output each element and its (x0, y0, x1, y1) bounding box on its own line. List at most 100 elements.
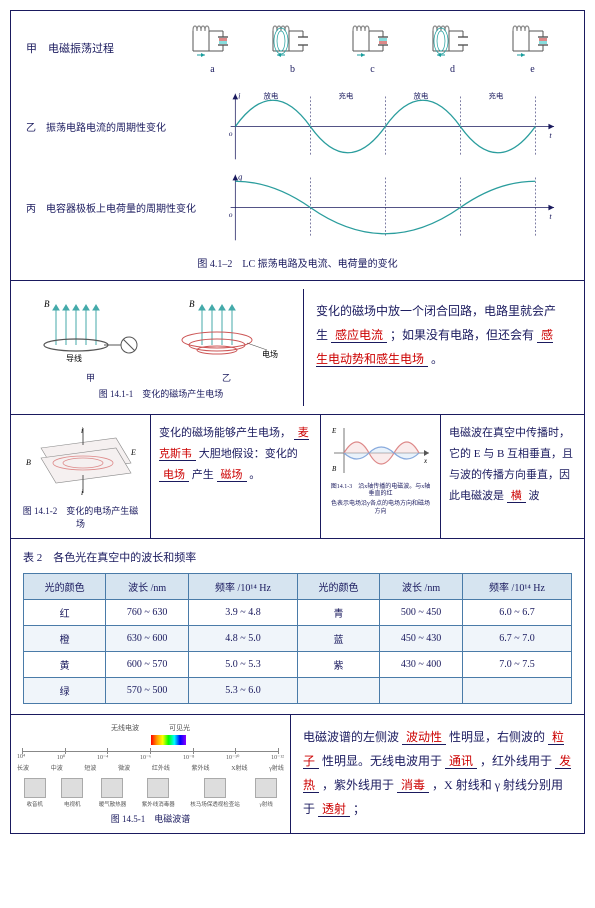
sec2-text: 变化的磁场中放一个闭合回路，电路里就会产生 感应电流 ；如果没有电路，但还会有 … (304, 289, 576, 406)
phase-4: 充电 (488, 90, 503, 100)
tb1: 变化的磁场能够产生电场， (159, 427, 291, 439)
axis-t2: t (549, 211, 552, 221)
fig-14-1-2-svg: B E i i (21, 423, 141, 498)
table-cell: 紫 (297, 652, 379, 678)
table-cell: 630 ~ 600 (106, 626, 189, 652)
s1: 电磁波谱的左侧波 (303, 730, 399, 744)
row-charge-wave: 丙 电容器极板上电荷量的周期性变化 q t o (26, 170, 569, 245)
em-wave-svg: E x B (329, 423, 434, 478)
blank-comm: 通讯 (445, 754, 477, 769)
page-frame: 甲 电磁振荡过程 a (10, 10, 585, 834)
label-field: 电场 (262, 349, 278, 359)
band-label: 长波 (17, 763, 29, 772)
band-label: 短波 (84, 763, 96, 772)
label-bing: 丙 电容器极板上电荷量的周期性变化 (26, 200, 201, 215)
band-label: 微波 (118, 763, 130, 772)
table-cell: 绿 (24, 678, 106, 704)
fig-yi-svg: B 电场 (167, 295, 287, 365)
spectrum-device-icon: 收音机 (24, 778, 46, 808)
tb2: 大胆地假设：变化的 (199, 448, 298, 460)
circuit-e: e (505, 21, 560, 75)
circuit-c: c (345, 21, 400, 75)
table-cell: 450 ~ 430 (380, 626, 463, 652)
sec3-fig-wave: E x B 图14.1-3 沿x轴传播的电磁波。与x轴垂直的红 色表示电场沿y各… (321, 415, 441, 538)
label-wire: 导线 (66, 353, 82, 363)
label-jia: 甲 电磁振荡过程 (26, 40, 156, 56)
scale-tick: 10⁻¹² (271, 754, 284, 761)
table-row: 黄600 ~ 5705.0 ~ 5.3紫430 ~ 4007.0 ~ 7.5 (24, 652, 572, 678)
spectrum-text: 电磁波谱的左侧波 波动性 性明显，右侧波的 粒子 性明显。无线电波用于 通讯 ，… (291, 715, 584, 833)
band-label: X射线 (231, 763, 247, 772)
label-B2: B (189, 299, 195, 309)
table-cell: 500 ~ 450 (380, 600, 463, 626)
t2: ；如果没有电路，但还会有 (390, 328, 534, 342)
s3: 性明显。无线电波用于 (322, 754, 442, 768)
band-label: γ射线 (269, 763, 284, 772)
svg-text:E: E (331, 427, 337, 435)
table-body: 红760 ~ 6303.9 ~ 4.8青500 ~ 4506.0 ~ 6.7橙6… (24, 600, 572, 704)
fig-14-1-3-cap-b: 色表示电场沿y各点的电场方向和磁场方向 (329, 501, 432, 515)
table-header-cell: 光的颜色 (297, 574, 379, 600)
section-oscillation: 甲 电磁振荡过程 a (11, 11, 584, 281)
table-cell: 橙 (24, 626, 106, 652)
label-B3: B (26, 458, 31, 467)
origin-o1: o (229, 129, 233, 138)
sec3-fig-left: B E i i 图 14.1-2 变化的电场产生磁场 (11, 415, 151, 538)
td2: 波 (529, 490, 540, 502)
top-radio: 无线电波 (111, 723, 139, 733)
scale-tick: 10⁴ (17, 754, 25, 761)
section-changing-e: B E i i 图 14.1-2 变化的电场产生磁场 变化的磁场能够产生电场， … (11, 415, 584, 539)
spectrum-device-icon: γ射线 (255, 778, 277, 808)
table-cell: 4.8 ~ 5.0 (189, 626, 298, 652)
band-labels: 长波中波短波微波红外线紫外线X射线γ射线 (17, 763, 284, 772)
table-cell: 760 ~ 630 (106, 600, 189, 626)
blank-sterilize: 消毒 (397, 778, 429, 793)
spectrum-device-icon: 紫外线消毒器 (142, 778, 175, 808)
table-row: 红760 ~ 6303.9 ~ 4.8青500 ~ 4506.0 ~ 6.7 (24, 600, 572, 626)
svg-text:x: x (423, 457, 428, 465)
table-title: 表 2 各色光在真空中的波长和频率 (23, 549, 572, 565)
table-row: 橙630 ~ 6004.8 ~ 5.0蓝450 ~ 4306.7 ~ 7.0 (24, 626, 572, 652)
table-cell: 600 ~ 570 (106, 652, 189, 678)
tb4: 。 (249, 469, 260, 481)
top-visible: 可见光 (169, 723, 190, 733)
blank-transverse: 横 (507, 490, 526, 503)
section-spectrum: 无线电波 可见光 10⁴10⁰10⁻⁴10⁻⁶10⁻⁸10⁻¹⁰10⁻¹² 长波… (11, 715, 584, 833)
t3: 。 (431, 352, 443, 366)
band-label: 中波 (51, 763, 63, 772)
table-cell: 青 (297, 600, 379, 626)
s5: ，紫外线用于 (322, 778, 394, 792)
spectrum-device-icon: 核马场保透视检查站 (190, 778, 240, 808)
circuit-b: b (265, 21, 320, 75)
scale-tick: 10⁻⁶ (140, 754, 151, 761)
fig-14-5-1-caption: 图 14.5-1 电磁波谱 (17, 812, 284, 825)
s4: ，红外线用于 (480, 754, 552, 768)
label-E: E (130, 448, 136, 457)
spectrum-device-icon: 暖气散热器 (99, 778, 127, 808)
table-cell (463, 678, 572, 704)
circuit-group: a b (176, 21, 569, 75)
axis-q: q (238, 171, 243, 181)
blank-bfield: 磁场 (217, 469, 247, 482)
s2: 性明显，右侧波的 (449, 730, 545, 744)
sub-jia: 甲 (36, 371, 146, 384)
fig-14-1-1-caption: 图 14.1-1 变化的磁场产生电场 (25, 387, 297, 400)
table-cell: 5.3 ~ 6.0 (189, 678, 298, 704)
band-label: 红外线 (152, 763, 170, 772)
table-cell: 蓝 (297, 626, 379, 652)
axis-t1: t (549, 130, 552, 140)
blank-induced-current: 感应电流 (331, 328, 387, 343)
scale-tick: 10⁻¹⁰ (226, 754, 239, 761)
color-table: 光的颜色波长 /nm频率 /10¹⁴ Hz光的颜色波长 /nm频率 /10¹⁴ … (23, 573, 572, 704)
phase-1: 放电 (263, 90, 278, 100)
wave-i-svg: i t o 放电 充电 放电 充电 (211, 89, 569, 164)
circuit-a: a (185, 21, 240, 75)
phase-3: 放电 (413, 90, 428, 100)
section-color-table: 表 2 各色光在真空中的波长和频率 光的颜色波长 /nm频率 /10¹⁴ Hz光… (11, 539, 584, 715)
table-cell: 红 (24, 600, 106, 626)
fig-14-1-3-cap-a: 图14.1-3 沿x轴传播的电磁波。与x轴垂直的红 (329, 484, 432, 498)
table-row: 绿570 ~ 5005.3 ~ 6.0 (24, 678, 572, 704)
table-cell: 7.0 ~ 7.5 (463, 652, 572, 678)
fig-4-1-2-caption: 图 4.1–2 LC 振荡电路及电流、电荷量的变化 (26, 255, 569, 270)
table-header-cell: 频率 /10¹⁴ Hz (189, 574, 298, 600)
